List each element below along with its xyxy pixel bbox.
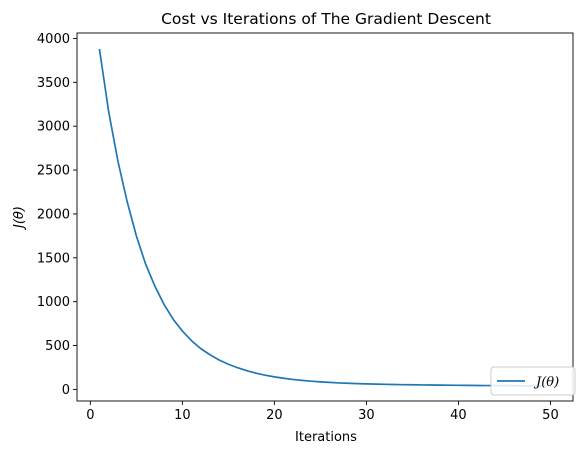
series-line-cost — [98, 48, 552, 387]
y-tick-label: 500 — [45, 339, 70, 354]
legend: J(θ) — [490, 366, 576, 396]
y-tick-label: 0 — [62, 383, 70, 398]
y-axis-ticks: 0 500 1000 1500 2000 2500 3000 3500 4000 — [37, 32, 77, 398]
legend-label: J(θ) — [533, 375, 559, 390]
x-tick-label: 0 — [86, 408, 94, 423]
legend-box — [490, 366, 576, 396]
x-axis-label: Iterations — [295, 430, 357, 445]
y-tick-label: 1000 — [37, 295, 70, 310]
y-tick-label: 2500 — [37, 164, 70, 179]
y-tick-label: 1500 — [37, 251, 70, 266]
plot-area-frame — [76, 32, 574, 402]
x-tick-label: 30 — [358, 408, 375, 423]
x-axis-ticks: 0 10 20 30 40 50 — [86, 401, 559, 423]
y-tick-label: 3000 — [37, 120, 70, 135]
x-tick-label: 10 — [174, 408, 191, 423]
x-tick-label: 20 — [266, 408, 283, 423]
y-tick-label: 3500 — [37, 76, 70, 91]
x-tick-label: 40 — [450, 408, 467, 423]
y-axis-label: J(θ) — [12, 206, 27, 231]
x-tick-label: 50 — [542, 408, 559, 423]
y-tick-label: 4000 — [37, 32, 70, 47]
chart-title: Cost vs Iterations of The Gradient Desce… — [161, 10, 491, 28]
y-tick-label: 2000 — [37, 207, 70, 222]
